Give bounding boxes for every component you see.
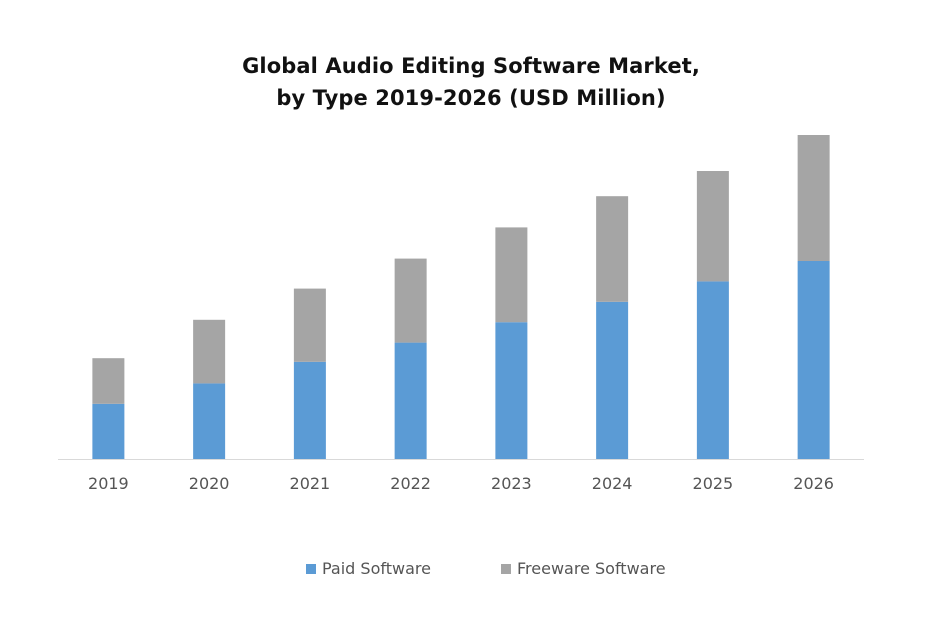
bar-paid-software-2021 xyxy=(293,361,326,459)
bar-freeware-software-2026 xyxy=(797,135,830,261)
bar-freeware-software-2019 xyxy=(92,358,125,404)
x-tick-label-2022: 2022 xyxy=(390,474,431,493)
chart-legend: Paid Software Freeware Software xyxy=(0,559,942,581)
bar-freeware-software-2025 xyxy=(696,171,729,282)
x-tick-label-2025: 2025 xyxy=(693,474,734,493)
legend-swatch-paid-software xyxy=(306,563,316,574)
legend-label-paid-software: Paid Software xyxy=(322,559,431,578)
chart-title-line-2: by Type 2019-2026 (USD Million) xyxy=(276,86,666,110)
bar-paid-software-2023 xyxy=(495,322,528,459)
x-tick-label-2023: 2023 xyxy=(491,474,532,493)
chart-title-line-1: Global Audio Editing Software Market, xyxy=(242,54,700,78)
bar-freeware-software-2020 xyxy=(193,319,226,384)
bar-freeware-software-2023 xyxy=(495,227,528,323)
x-tick-label-2021: 2021 xyxy=(290,474,331,493)
legend-item-paid-software: Paid Software xyxy=(306,559,431,578)
bar-paid-software-2019 xyxy=(92,403,125,459)
legend-swatch-freeware-software xyxy=(501,563,511,574)
bar-freeware-software-2024 xyxy=(596,196,629,302)
x-tick-label-2019: 2019 xyxy=(88,474,129,493)
bar-paid-software-2026 xyxy=(797,261,830,459)
bar-paid-software-2022 xyxy=(394,342,427,459)
x-tick-label-2024: 2024 xyxy=(592,474,633,493)
chart-title: Global Audio Editing Software Market, by… xyxy=(0,50,942,114)
bar-freeware-software-2022 xyxy=(394,258,427,343)
bar-freeware-software-2021 xyxy=(293,288,326,362)
x-tick-label-2020: 2020 xyxy=(189,474,230,493)
bar-paid-software-2025 xyxy=(696,281,729,459)
legend-label-freeware-software: Freeware Software xyxy=(517,559,666,578)
bar-paid-software-2024 xyxy=(596,301,629,459)
x-tick-label-2026: 2026 xyxy=(793,474,834,493)
legend-item-freeware-software: Freeware Software xyxy=(501,559,666,578)
bar-paid-software-2020 xyxy=(193,383,226,459)
